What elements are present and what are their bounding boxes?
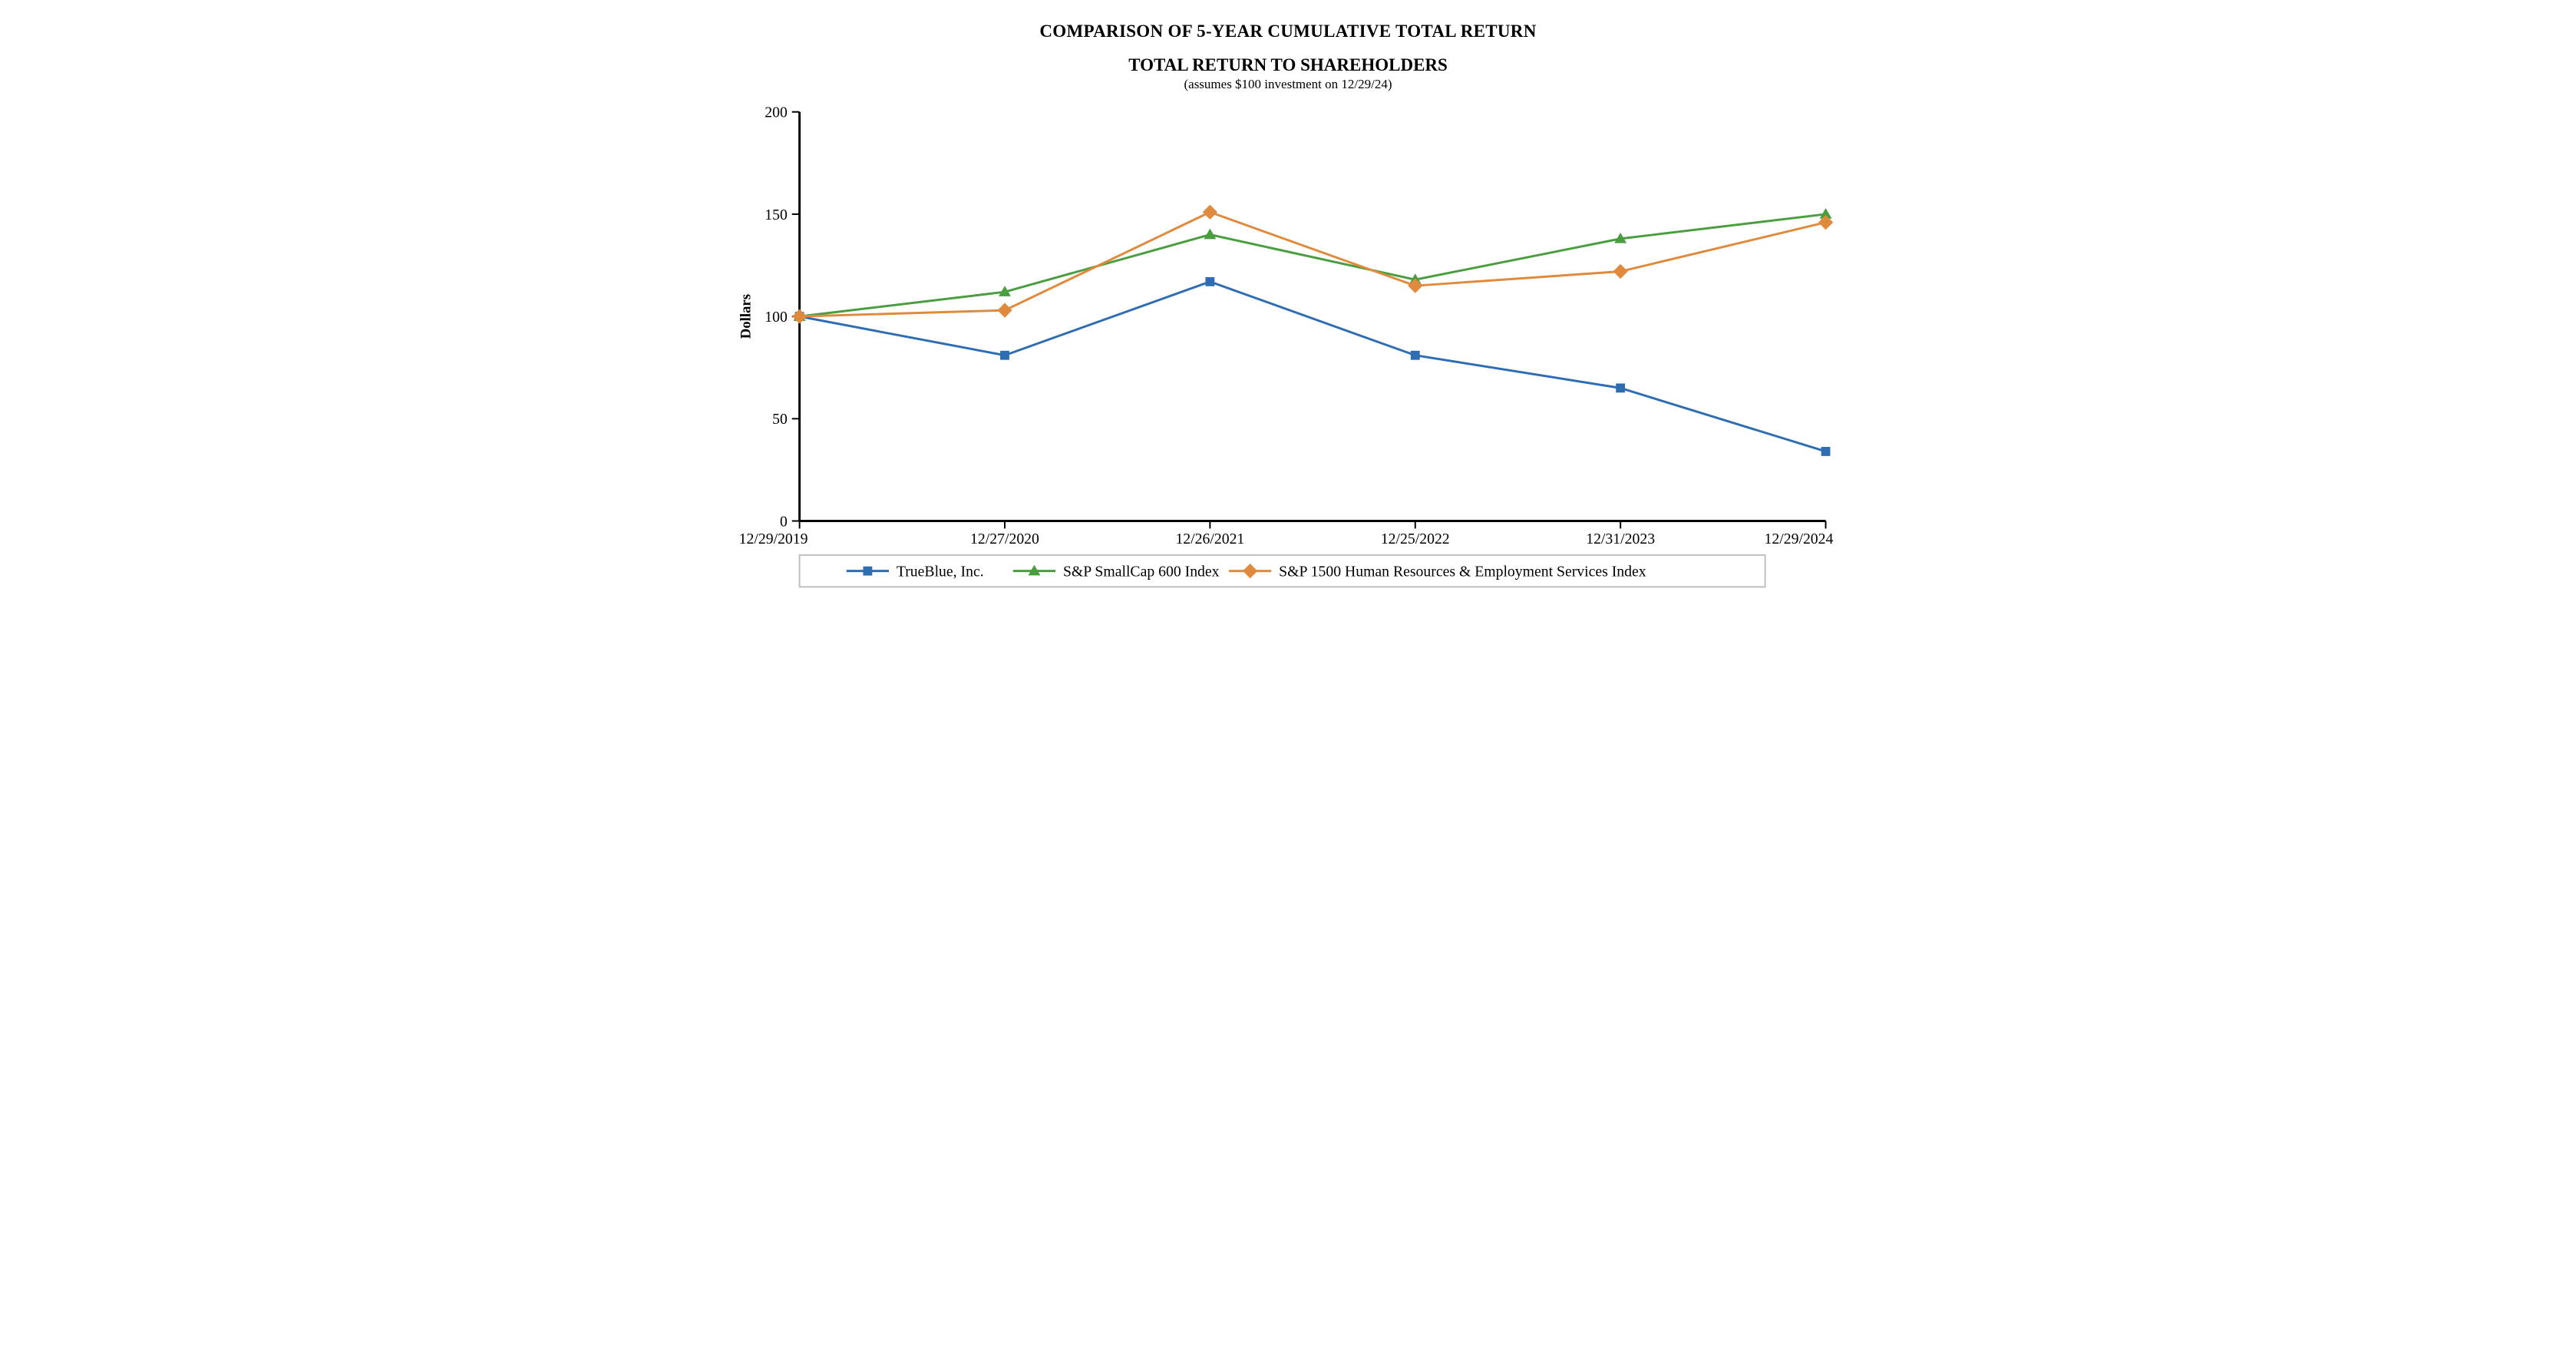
marker-diamond [1408,279,1422,293]
legend-label: S&P SmallCap 600 Index [1063,564,1220,580]
x-tick-label: 12/25/2022 [1381,531,1450,547]
legend-label: TrueBlue, Inc. [897,564,984,580]
series-line [800,214,1826,316]
title-main: COMPARISON OF 5-YEAR CUMULATIVE TOTAL RE… [720,21,1856,41]
series-2 [792,205,1833,324]
y-tick-label: 200 [765,104,788,121]
y-tick-label: 100 [765,309,788,326]
x-tick-label: 12/31/2023 [1586,531,1655,547]
marker-square [1616,383,1625,392]
series-line [800,282,1826,451]
y-axis-label: Dollars [738,294,754,339]
x-tick-label: 12/29/2019 [739,531,808,547]
marker-square [1205,277,1214,286]
title-sub: TOTAL RETURN TO SHAREHOLDERS [720,55,1856,75]
series-1 [794,208,1832,321]
titles-block: COMPARISON OF 5-YEAR CUMULATIVE TOTAL RE… [720,21,1856,92]
x-tick-label: 12/26/2021 [1175,531,1244,547]
x-tick-label: 12/29/2024 [1765,531,1834,547]
y-tick-label: 0 [780,513,788,530]
marker-square [863,567,872,576]
page: COMPARISON OF 5-YEAR CUMULATIVE TOTAL RE… [712,0,1864,643]
series-line [800,212,1826,316]
y-tick-label: 50 [772,411,788,428]
total-return-chart: 0 50 100 150 200 Dollars 12/29/2019 12/27/2020 1… [720,97,1856,612]
marker-diamond [1613,264,1628,279]
title-note: (assumes $100 investment on 12/29/24) [720,77,1856,92]
marker-diamond [1203,205,1217,220]
chart-container: 0 50 100 150 200 Dollars 12/29/2019 12/27/2020 1… [720,97,1856,612]
marker-diamond [792,309,807,324]
marker-square [1821,447,1831,456]
x-tick-label: 12/27/2020 [970,531,1039,547]
marker-triangle [1204,229,1216,240]
series-0 [795,277,1831,456]
y-tick-label: 150 [765,207,788,223]
legend-label: S&P 1500 Human Resources & Employment Se… [1279,564,1646,580]
marker-square [1000,351,1009,360]
marker-square [1411,351,1420,360]
legend-item: S&P 1500 Human Resources & Employment Se… [1229,564,1646,580]
marker-diamond [997,303,1012,318]
